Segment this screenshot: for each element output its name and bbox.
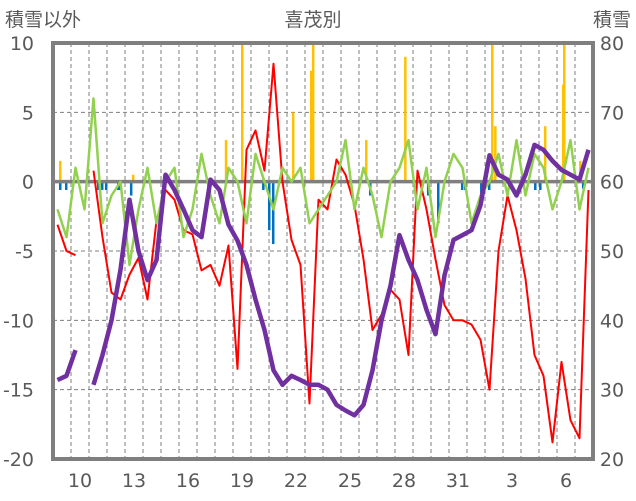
blue-bar (97, 181, 100, 190)
x-tick-label: 6 (560, 470, 572, 492)
orange-bar (365, 140, 368, 182)
orange-bar (59, 160, 62, 182)
gridlines (53, 43, 593, 459)
blue-bar (262, 181, 265, 190)
blue-bar (460, 181, 464, 190)
x-tick-label: 13 (122, 470, 146, 492)
x-tick-label: 25 (338, 470, 362, 492)
orange-bar (224, 140, 228, 182)
orange-bar (491, 43, 494, 182)
orange-bar (131, 174, 135, 182)
left-axis-title: 積雪以外 (5, 9, 81, 31)
blue-bar (539, 181, 542, 190)
left-tick-label: -10 (3, 310, 34, 332)
blue-bar (104, 181, 108, 190)
blue-bar (59, 181, 62, 190)
red-series-line (92, 62, 590, 444)
orange-bar (311, 43, 315, 182)
x-tick-label: 10 (68, 470, 92, 492)
series-lines (56, 62, 591, 444)
axes: -20 -15 -10 -5 0 5 10 20 30 40 50 60 70 80 10 13 16 19 22 2… (3, 33, 624, 492)
blue-bar (268, 181, 271, 231)
green-series-line (56, 97, 590, 267)
left-tick-label: 5 (22, 102, 34, 124)
left-tick-label: 10 (10, 33, 34, 55)
purple-series-line (56, 349, 78, 383)
x-tick-label: 3 (506, 470, 518, 492)
orange-bar (241, 43, 244, 182)
right-tick-label: 50 (600, 241, 624, 263)
x-tick-label: 31 (446, 470, 470, 492)
blue-bar (100, 181, 104, 190)
x-tick-label: 16 (176, 470, 200, 492)
orange-bar (494, 126, 497, 182)
plot-frame (51, 41, 595, 461)
blue-bar (64, 181, 68, 190)
right-tick-label: 20 (600, 449, 624, 471)
left-tick-label: 0 (22, 172, 34, 194)
purple-series-line (91, 142, 591, 418)
orange-bar (563, 43, 566, 182)
blue-bar (271, 181, 275, 245)
right-tick-label: 60 (600, 172, 624, 194)
blue-bar (581, 181, 585, 189)
x-tick-label: 22 (284, 470, 308, 492)
blue-bar (437, 181, 440, 224)
orange-bar (309, 70, 313, 182)
right-tick-label: 40 (600, 310, 624, 332)
left-tick-label: -5 (15, 241, 34, 263)
blue-bar (487, 181, 491, 190)
red-series-line (56, 224, 76, 257)
blue-bar (534, 181, 537, 190)
orange-bar (404, 56, 407, 182)
left-tick-label: -20 (3, 449, 34, 471)
orange-bar (291, 112, 295, 182)
chart-title: 喜茂別 (284, 9, 341, 31)
right-tick-label: 30 (600, 380, 624, 402)
blue-bar (129, 181, 133, 196)
right-tick-label: 80 (600, 33, 624, 55)
x-tick-label: 28 (392, 470, 416, 492)
right-tick-label: 70 (600, 102, 624, 124)
right-axis-title: 積雪 (593, 9, 631, 31)
x-tick-label: 19 (230, 470, 254, 492)
left-tick-label: -15 (3, 380, 34, 402)
